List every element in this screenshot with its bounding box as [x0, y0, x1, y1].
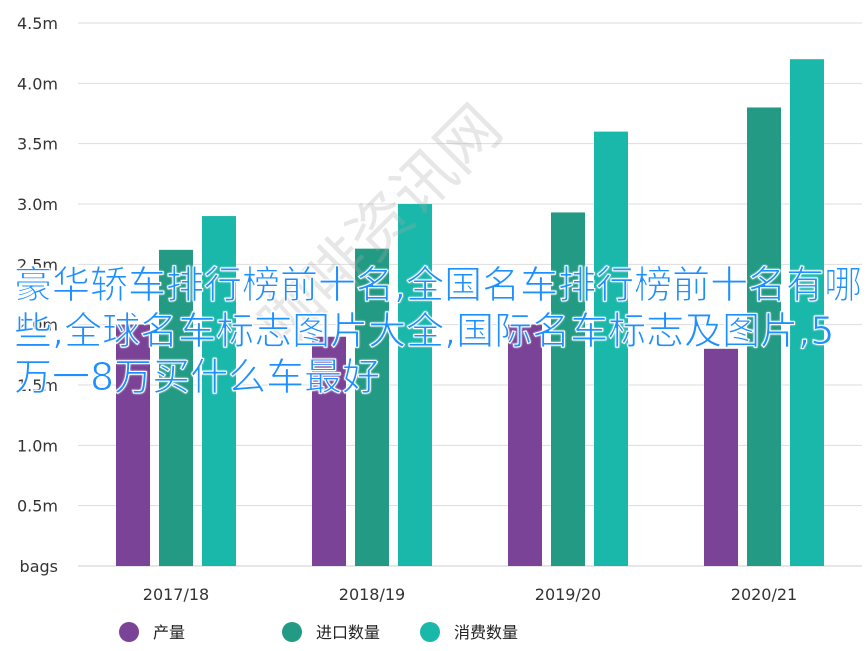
legend-marker: [420, 622, 440, 642]
x-tick-label: 2020/21: [731, 585, 797, 604]
bars: [116, 59, 824, 567]
y-axis-ticks: bags 0.5m 1.0m 1.5m 2.0m 2.5m 3.0m 3.5m 4.0m 4.5m: [17, 14, 58, 576]
y-tick-label: 3.5m: [17, 135, 58, 154]
overlay-title-text: 豪华轿车排行榜前十名,全国名车排行榜前十名有哪些,全球名车标志图片大全,国际名车…: [14, 263, 863, 400]
x-tick-label: 2018/19: [339, 585, 405, 604]
bar-3-2018-19: [398, 204, 432, 566]
y-tick-label: 1.0m: [17, 436, 58, 455]
legend-label: 产量: [153, 623, 185, 642]
x-axis-labels: 2017/18 2018/19 2019/20 2020/21: [143, 585, 797, 604]
x-tick-label: 2017/18: [143, 585, 209, 604]
bar-2-2017-18: [159, 249, 193, 566]
y-tick-label: 3.0m: [17, 195, 58, 214]
y-tick-label: 2.0m: [17, 316, 58, 335]
y-tick-label: 1.5m: [17, 376, 58, 395]
y-tick-label: 4.0m: [17, 74, 58, 93]
y-tick-label: 4.5m: [17, 14, 58, 33]
bar-3-2020-21: [790, 59, 824, 566]
bar-3-2019-20: [594, 131, 628, 566]
bar-2-2020-21: [747, 107, 781, 566]
bar-2-2019-20: [551, 212, 585, 567]
y-tick-label: bags: [20, 557, 58, 576]
bar-1-2019-20: [508, 324, 542, 566]
bar-1-2017-18: [116, 324, 150, 566]
x-tick-label: 2019/20: [535, 585, 601, 604]
bar-3-2017-18: [202, 216, 236, 567]
y-tick-label: 0.5m: [17, 497, 58, 516]
bar-1-2020-21: [704, 348, 738, 566]
legend-marker: [119, 622, 139, 642]
legend-marker: [282, 622, 302, 642]
legend-label: 消费数量: [454, 623, 518, 642]
y-tick-label: 2.5m: [17, 255, 58, 274]
legend: 产量 进口数量 消费数量: [119, 622, 518, 642]
bar-1-2018-19: [312, 336, 346, 566]
legend-label: 进口数量: [316, 623, 380, 642]
bar-2-2018-19: [355, 248, 389, 566]
